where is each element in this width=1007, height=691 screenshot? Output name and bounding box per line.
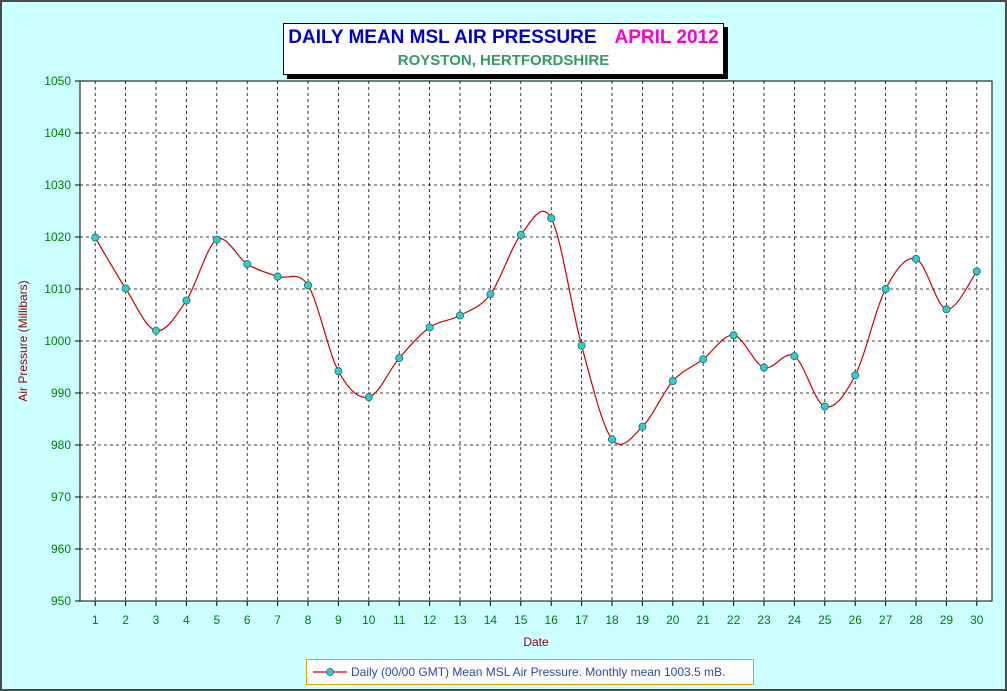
x-tick-label: 20 xyxy=(666,613,680,627)
data-point xyxy=(243,260,252,269)
y-tick-labels: 950 960 970 980 990 1000 1010 1020 1030 1040 1050 xyxy=(44,74,71,608)
x-tick-label: 17 xyxy=(575,613,589,627)
data-point xyxy=(851,371,860,380)
legend-marker-sample xyxy=(326,668,334,676)
data-point xyxy=(547,214,556,223)
x-tick-label: 6 xyxy=(244,613,251,627)
y-axis-label: Air Pressure (Millibars) xyxy=(16,280,30,401)
x-tick-label: 23 xyxy=(757,613,771,627)
data-point xyxy=(699,355,708,364)
y-tick-label: 950 xyxy=(51,594,71,608)
y-tick-label: 1030 xyxy=(44,178,71,192)
legend-swatch xyxy=(313,668,347,676)
data-point xyxy=(577,341,586,350)
data-point xyxy=(91,233,100,242)
x-tick-label: 7 xyxy=(274,613,281,627)
data-point xyxy=(182,296,191,305)
data-point xyxy=(121,284,130,293)
data-point xyxy=(760,363,769,372)
y-tick-label: 970 xyxy=(51,490,71,504)
x-tick-label: 29 xyxy=(940,613,954,627)
data-point xyxy=(942,305,951,314)
x-axis-label: Date xyxy=(523,635,549,649)
x-tick-label: 25 xyxy=(818,613,832,627)
data-point xyxy=(729,331,738,340)
data-point xyxy=(790,352,799,361)
x-tick-label: 27 xyxy=(879,613,893,627)
x-tick-label: 12 xyxy=(423,613,437,627)
chart-subtitle: ROYSTON, HERTFORDSHIRE xyxy=(397,52,610,69)
data-point xyxy=(455,311,464,320)
data-point xyxy=(395,354,404,363)
data-point xyxy=(881,284,890,293)
data-point xyxy=(516,230,525,239)
x-tick-label: 2 xyxy=(122,613,129,627)
x-tick-label: 19 xyxy=(636,613,650,627)
x-tick-label: 30 xyxy=(970,613,984,627)
x-tick-label: 15 xyxy=(514,613,528,627)
x-tick-label: 26 xyxy=(849,613,863,627)
x-tick-label: 22 xyxy=(727,613,741,627)
y-tick-label: 1020 xyxy=(44,230,71,244)
y-tick-label: 1050 xyxy=(44,74,71,88)
x-tick-label: 14 xyxy=(484,613,498,627)
data-point xyxy=(334,367,343,376)
data-point xyxy=(425,323,434,332)
y-tick-label: 1010 xyxy=(44,282,71,296)
legend-label: Daily (00/00 GMT) Mean MSL Air Pressure.… xyxy=(351,665,726,679)
data-point xyxy=(972,267,981,276)
y-tick-label: 990 xyxy=(51,386,71,400)
x-tick-label: 13 xyxy=(453,613,467,627)
x-tick-label: 5 xyxy=(213,613,220,627)
data-point xyxy=(303,281,312,290)
data-point xyxy=(212,235,221,244)
x-tick-label: 21 xyxy=(697,613,711,627)
x-tick-label: 1 xyxy=(92,613,99,627)
chart-title: DAILY MEAN MSL AIR PRESSURE xyxy=(288,27,597,48)
series-markers xyxy=(91,214,981,444)
data-point xyxy=(608,435,617,444)
x-tick-label: 9 xyxy=(335,613,342,627)
grid-layer xyxy=(75,80,992,606)
data-point xyxy=(151,326,160,335)
data-point xyxy=(668,377,677,386)
x-tick-label: 4 xyxy=(183,613,190,627)
chart-title-box: DAILY MEAN MSL AIR PRESSURE APRIL 2012 RO… xyxy=(283,23,724,75)
x-tick-label: 18 xyxy=(605,613,619,627)
x-tick-labels: 1 2 3 4 5 6 7 8 9 10 11 12 13 14 15 16 17 18 19 20 21 22 23 24 2… xyxy=(92,613,984,627)
x-tick-label: 16 xyxy=(545,613,559,627)
data-point xyxy=(820,402,829,411)
y-tick-label: 960 xyxy=(51,542,71,556)
chart-title-line: DAILY MEAN MSL AIR PRESSURE APRIL 2012 xyxy=(284,27,723,49)
x-tick-label: 24 xyxy=(788,613,802,627)
data-point xyxy=(638,422,647,431)
data-point xyxy=(912,254,921,263)
y-tick-label: 980 xyxy=(51,438,71,452)
x-tick-label: 11 xyxy=(393,613,406,627)
data-point xyxy=(273,272,282,281)
x-tick-label: 10 xyxy=(362,613,376,627)
y-tick-label: 1000 xyxy=(44,334,71,348)
x-tick-label: 8 xyxy=(305,613,312,627)
data-point xyxy=(486,290,495,299)
x-tick-label: 3 xyxy=(153,613,160,627)
data-point xyxy=(364,393,373,402)
chart-title-date: APRIL 2012 xyxy=(614,27,719,48)
y-tick-label: 1040 xyxy=(44,126,71,140)
x-tick-label: 28 xyxy=(909,613,923,627)
legend: Daily (00/00 GMT) Mean MSL Air Pressure.… xyxy=(306,659,754,685)
